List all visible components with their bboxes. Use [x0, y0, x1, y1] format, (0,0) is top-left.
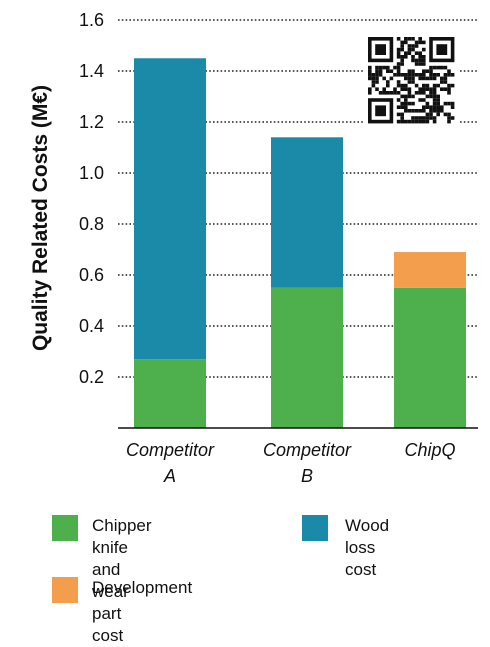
bar-segment [394, 252, 466, 288]
y-tick-label: 0.8 [79, 214, 104, 234]
x-tick-labels: Competitor A Competitor B ChipQ [126, 440, 456, 486]
y-axis-label: Quality Related Costs (M€) [29, 85, 52, 351]
legend-swatch-wood-loss [302, 515, 328, 541]
x-tick-label: ChipQ [404, 440, 455, 460]
y-tick-label: 1.6 [79, 10, 104, 30]
chart: 0.20.40.60.81.01.21.41.6 CompetitorAComp… [29, 10, 478, 486]
y-tick-label: 0.2 [79, 367, 104, 387]
y-tick-labels: 0.2 0.4 0.6 0.8 1.0 1.2 1.4 1.6 [79, 10, 104, 387]
x-tick-label: Competitor [126, 440, 215, 460]
bar-segment [134, 359, 206, 428]
x-tick-label: A [163, 466, 176, 486]
legend-label-development: Development [92, 578, 193, 597]
bar-segment [394, 287, 466, 428]
qr-code-icon [364, 33, 459, 128]
legend-swatch-development [52, 577, 78, 603]
y-tick-label: 1.2 [79, 112, 104, 132]
legend-swatch-chipper [52, 515, 78, 541]
bars [134, 58, 466, 428]
y-tick-label: 1.0 [79, 163, 104, 183]
y-tick-label: 1.4 [79, 61, 104, 81]
bar-segment [271, 137, 343, 288]
x-tick-label: Competitor [263, 440, 352, 460]
bar-segment [134, 58, 206, 360]
legend-label-wood-loss: Wood loss cost [345, 516, 390, 579]
y-tick-label: 0.6 [79, 265, 104, 285]
bar-segment [271, 287, 343, 428]
y-tick-label: 0.4 [79, 316, 104, 336]
x-tick-label: B [301, 466, 313, 486]
